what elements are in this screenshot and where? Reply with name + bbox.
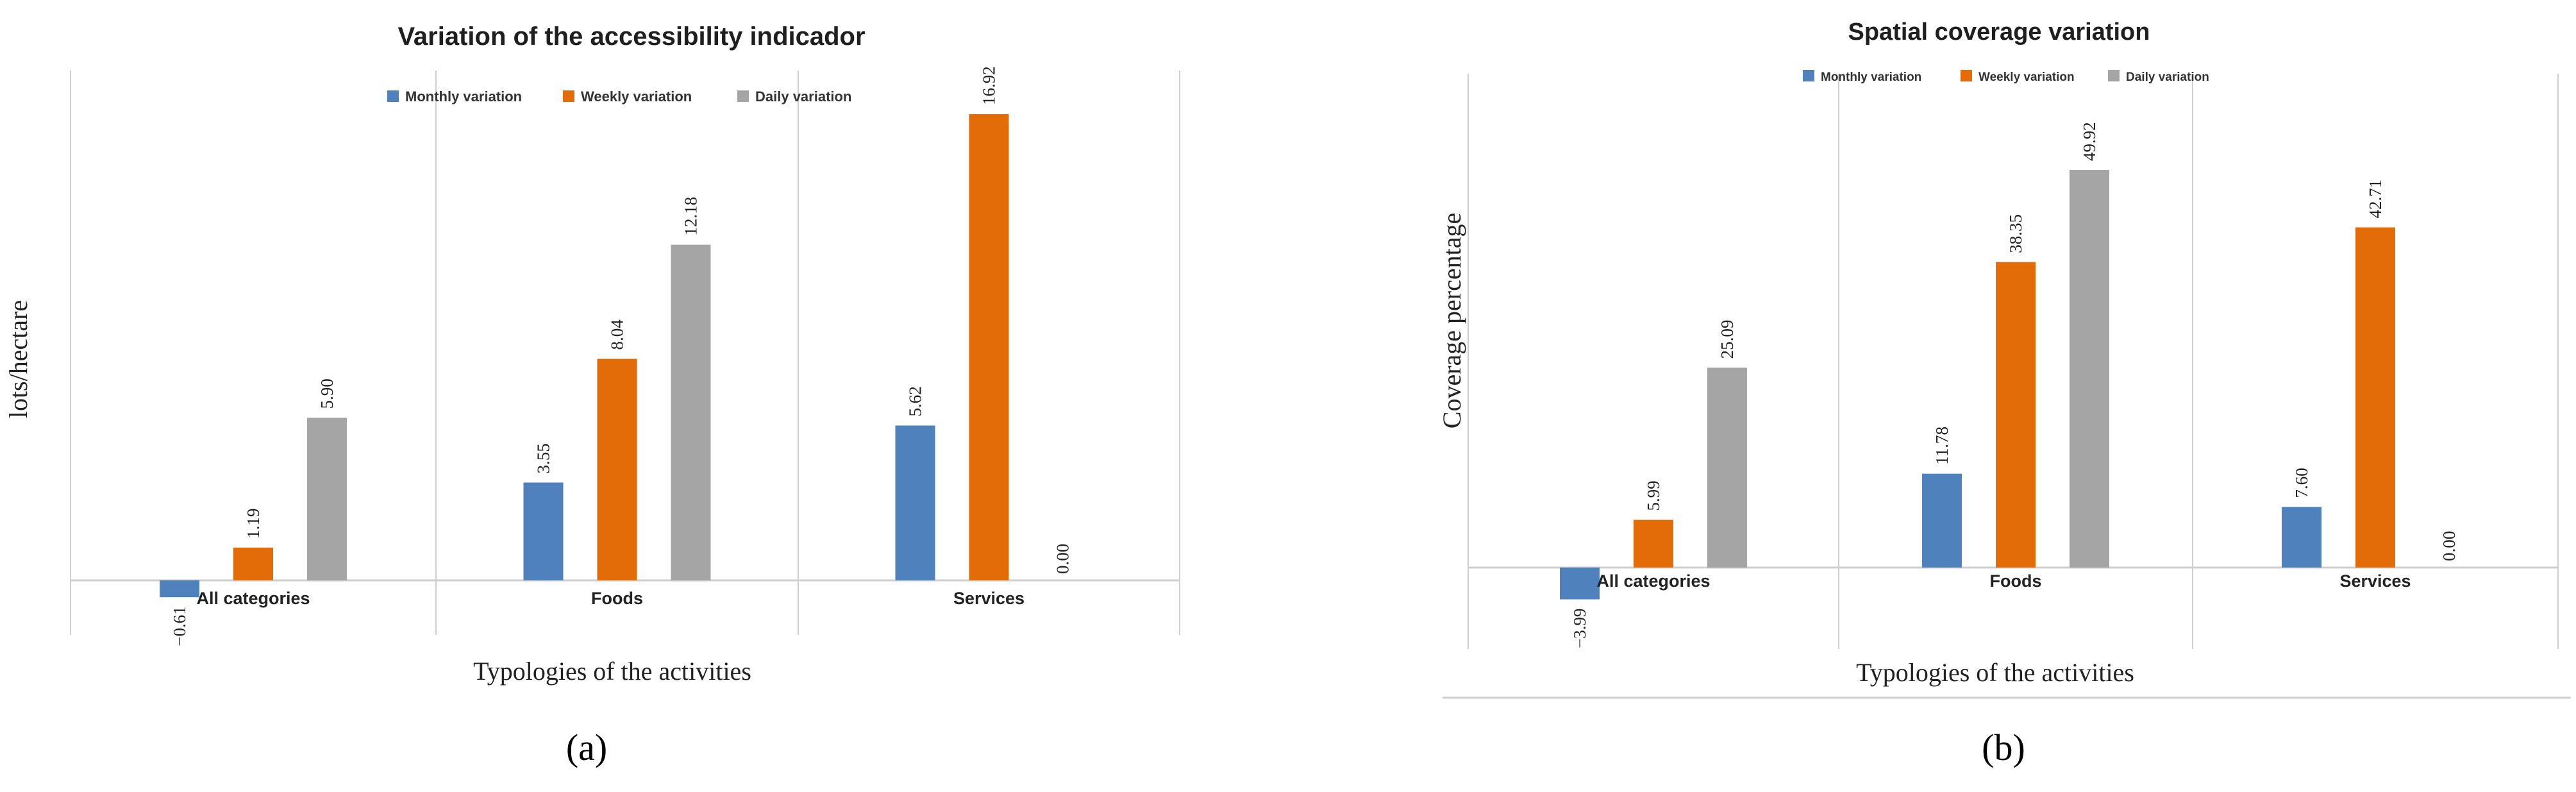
bar [523,482,564,580]
legend-swatch [387,90,399,102]
data-label: 0.00 [1053,544,1073,574]
data-label: 5.62 [906,386,925,416]
data-label: 0.00 [2439,531,2459,561]
data-label: 11.78 [1932,426,1952,465]
data-label: 16.92 [980,66,999,105]
data-label: −3.99 [1570,609,1589,648]
data-label: 5.99 [1644,480,1663,510]
bar [1922,473,1962,568]
data-label: 12.18 [682,197,701,236]
bar [1707,367,1747,568]
bar [597,358,637,580]
data-label: 3.55 [534,443,553,473]
legend-label: Weekly variation [1978,71,2075,84]
x-axis-title: Typologies of the activities [1856,658,2134,687]
chart-panel-b: Spatial coverage variation Monthly variat… [1437,19,2571,768]
bar [2070,170,2109,568]
bar [2282,507,2321,568]
data-label: 25.09 [1718,320,1737,359]
y-axis-title: Coverage percentage [1437,213,1466,428]
data-label: 49.92 [2080,122,2099,161]
chart-title: Variation of the accessibility indicador [397,22,865,51]
data-label: −0.61 [170,606,189,646]
bar [969,114,1009,580]
chart-title: Spatial coverage variation [1848,19,2150,46]
category-label: All categories [196,589,310,608]
legend-swatch [1961,70,1972,81]
data-label: 38.35 [2006,214,2025,253]
legend-label: Weekly variation [581,88,692,105]
legend-swatch [737,90,749,102]
data-label: 1.19 [244,509,263,539]
data-label: 5.90 [317,378,337,409]
category-label: Foods [591,589,643,608]
panel-label: (a) [566,727,607,768]
category-label: All categories [1596,571,1710,591]
category-label: Foods [1990,571,2042,591]
data-label: 7.60 [2292,468,2311,498]
legend-label: Monthly variation [405,88,522,105]
y-axis-title: lots/hectare [4,300,33,418]
bar [233,547,273,580]
legend-label: Daily variation [2126,71,2209,84]
category-label: Services [953,589,1025,608]
legend-swatch [563,90,574,102]
bar [1560,568,1600,600]
chart-panel-a: Variation of the accessibility indicador… [4,22,1180,768]
bar [160,580,199,598]
legend-label: Monthly variation [1821,71,1921,84]
category-label: Services [2339,571,2411,591]
bar [671,244,711,581]
legend-swatch [1803,70,1814,81]
x-axis-title: Typologies of the activities [473,657,751,686]
bar [1634,519,1673,568]
bar [895,425,935,580]
panel-label: (b) [1982,727,2025,768]
bar [2355,227,2395,568]
bar [307,417,347,580]
data-label: 42.71 [2366,180,2385,219]
bar [1996,262,2036,568]
data-label: 8.04 [608,319,627,350]
legend-swatch [2108,70,2120,81]
legend-label: Daily variation [755,88,851,105]
